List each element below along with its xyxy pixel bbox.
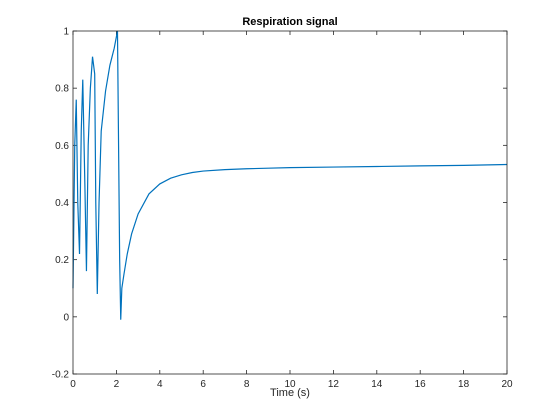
y-tick-label: 0.6 bbox=[55, 141, 69, 152]
y-tick-label: 0.8 bbox=[55, 84, 69, 95]
x-tick-label: 8 bbox=[244, 379, 250, 390]
x-tick-label: 14 bbox=[371, 379, 383, 390]
axes-box bbox=[72, 30, 508, 375]
y-tick-label: 0.4 bbox=[55, 198, 69, 209]
x-tick-label: 12 bbox=[328, 379, 340, 390]
x-tick-label: 6 bbox=[200, 379, 206, 390]
x-axis-label: Time (s) bbox=[270, 387, 310, 399]
x-tick-label: 16 bbox=[415, 379, 427, 390]
x-tick-label: 10 bbox=[284, 379, 296, 390]
x-tick-label: 4 bbox=[157, 379, 163, 390]
y-tick-label: 1 bbox=[63, 27, 69, 38]
x-tick-label: 0 bbox=[70, 379, 76, 390]
x-tick-label: 18 bbox=[458, 379, 470, 390]
y-tick-label: 0.2 bbox=[55, 255, 69, 266]
y-tick-label: 0 bbox=[63, 312, 69, 323]
x-tick-label: 2 bbox=[114, 379, 120, 390]
series-line bbox=[72, 30, 508, 320]
tick-labels-group: 0 2 4 6 8 10 12 14 16 18 20-0.200.20.40.60.81 bbox=[52, 27, 513, 391]
x-tick-label: 20 bbox=[501, 379, 513, 390]
chart-title: Respiration signal bbox=[242, 16, 337, 28]
y-tick-label: -0.2 bbox=[52, 370, 70, 381]
plot-background bbox=[73, 31, 507, 374]
